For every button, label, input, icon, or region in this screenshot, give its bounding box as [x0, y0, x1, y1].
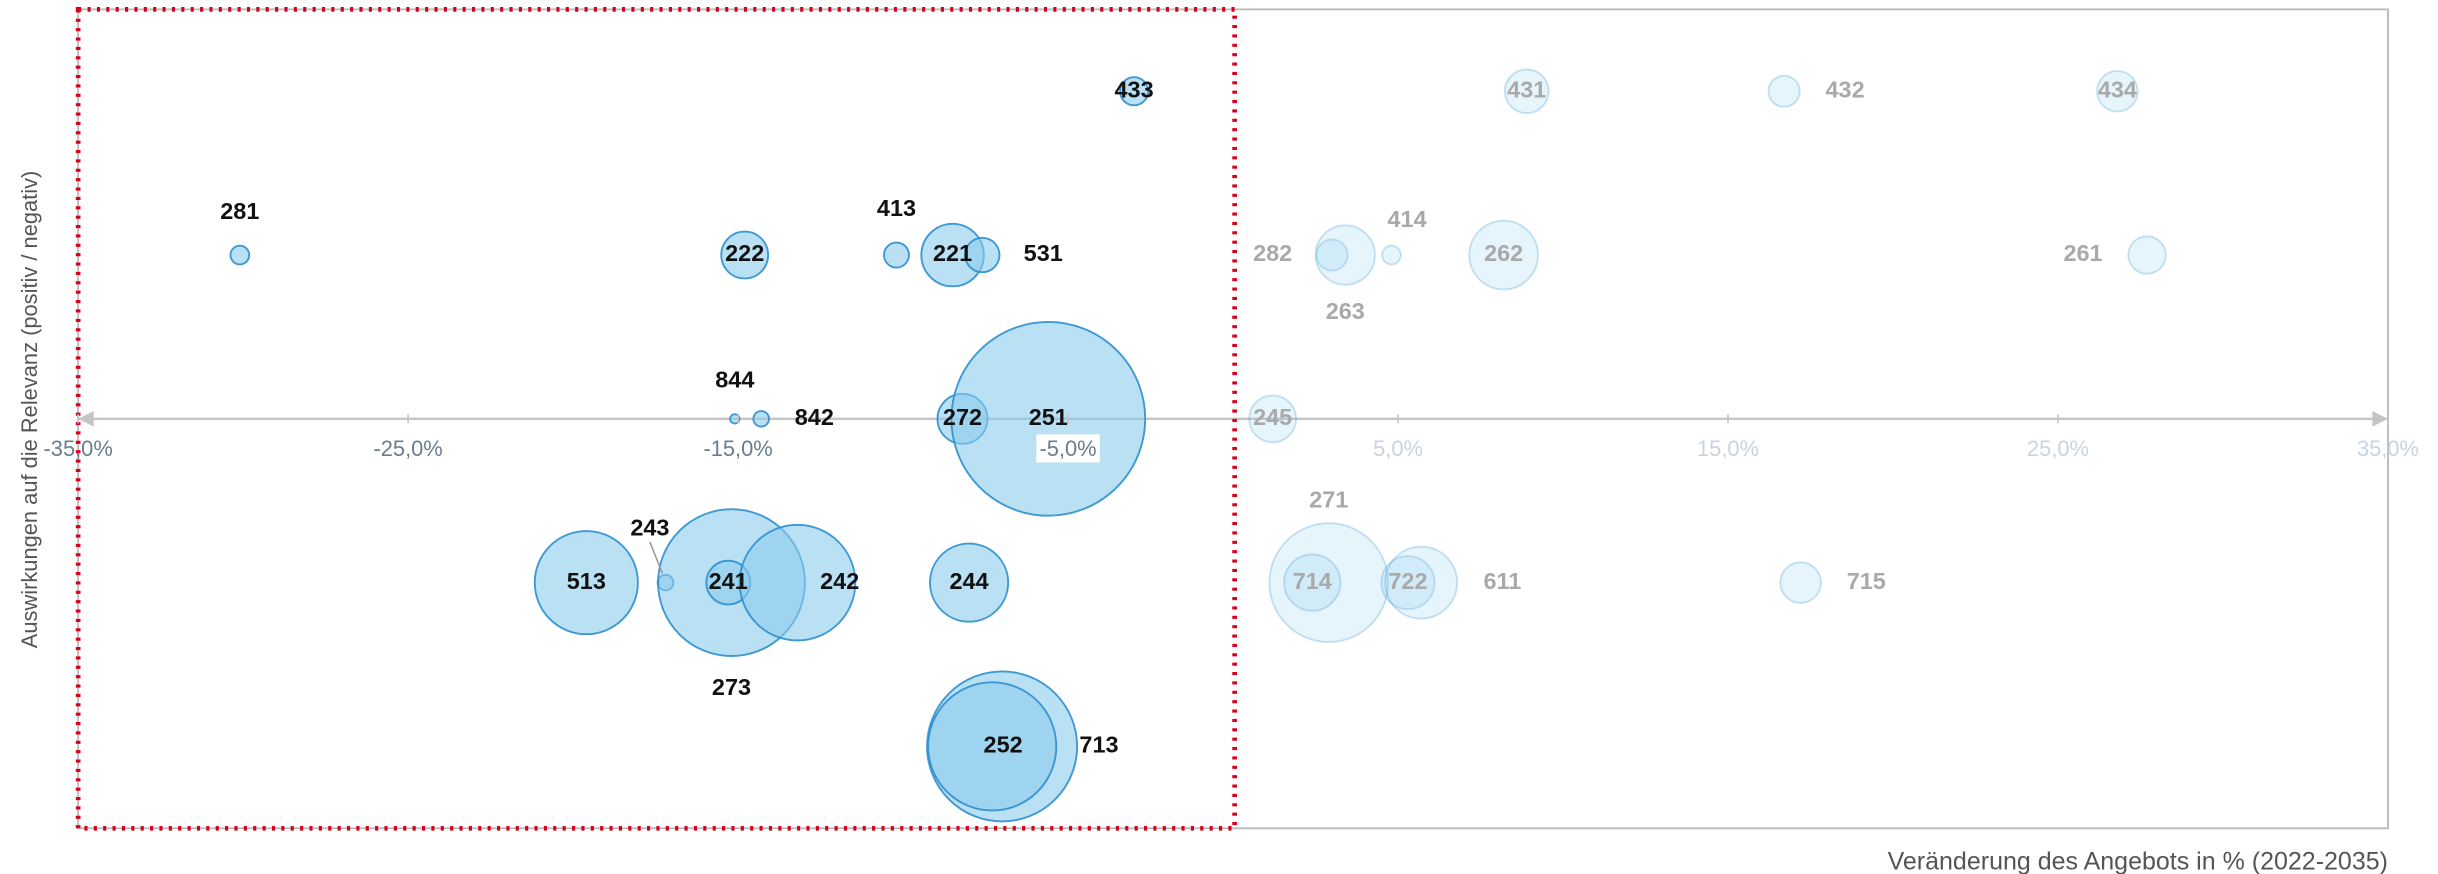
data-label: 611	[1484, 568, 1522, 594]
bubble	[1767, 74, 1801, 108]
data-label: 222	[725, 240, 764, 266]
x-tick-label: -15,0%	[703, 436, 772, 461]
bubble	[1283, 553, 1342, 612]
data-label: 242	[820, 568, 859, 594]
bubble	[752, 410, 770, 428]
data-label: 722	[1388, 568, 1427, 594]
x-tick-label: -25,0%	[373, 436, 442, 461]
data-label: 272	[943, 404, 982, 430]
bubble	[1268, 522, 1390, 643]
bubble	[929, 542, 1010, 623]
data-label: 271	[1309, 487, 1348, 513]
y-axis-label: Auswirkungen auf die Relevanz (positiv /…	[17, 171, 42, 649]
data-label: 282	[1253, 240, 1292, 266]
bubble	[720, 230, 770, 280]
data-label: 714	[1293, 568, 1332, 594]
x-tick-label: 25,0%	[2027, 436, 2089, 461]
data-label: 434	[2098, 76, 2137, 102]
data-label: 244	[950, 568, 989, 594]
bubble	[1384, 545, 1459, 620]
x-tick-label: 5,0%	[1373, 436, 1423, 461]
data-label: 281	[220, 198, 259, 224]
bubble	[2127, 235, 2167, 275]
data-label: 842	[795, 404, 834, 430]
bubble	[1381, 244, 1402, 266]
bubble	[1119, 76, 1150, 107]
bubble	[964, 236, 1001, 274]
data-label: 243	[630, 515, 669, 541]
bubble	[950, 321, 1147, 517]
bubble	[738, 523, 857, 642]
data-label: 531	[1024, 240, 1063, 266]
data-label: 251	[1029, 404, 1068, 430]
data-label: 221	[933, 240, 972, 266]
bubble	[1468, 219, 1539, 291]
data-label: 241	[709, 568, 748, 594]
highlight-region	[75, 7, 1237, 831]
x-tick-label-bg	[1036, 434, 1100, 463]
bubble	[1314, 224, 1376, 286]
bubble	[229, 244, 251, 266]
bubble	[1503, 68, 1550, 115]
data-label: 245	[1253, 404, 1292, 430]
leader-line	[649, 541, 664, 574]
bubble	[729, 413, 741, 425]
data-label: 263	[1326, 298, 1365, 324]
x-tick-label: -5,0%	[1040, 436, 1097, 461]
bubble	[1380, 555, 1436, 611]
data-label: 713	[1079, 732, 1118, 758]
data-label: 414	[1388, 206, 1427, 232]
x-tick-label: 35,0%	[2357, 436, 2419, 461]
data-label: 715	[1847, 568, 1886, 594]
bubble	[1248, 394, 1298, 444]
data-label: 261	[2063, 240, 2102, 266]
x-tick-label: -35,0%	[44, 436, 113, 461]
x-axis-label: Veränderung des Angebots in % (2022-2035…	[1888, 847, 2388, 874]
bubble	[883, 241, 910, 269]
x-tick-label: 15,0%	[1697, 436, 1759, 461]
bubble	[1779, 561, 1822, 604]
bubble	[533, 530, 639, 636]
data-label: 844	[715, 367, 754, 393]
data-label: 262	[1484, 240, 1523, 266]
data-label: 433	[1115, 76, 1154, 102]
data-label: 431	[1507, 76, 1546, 102]
data-label: 252	[984, 732, 1023, 758]
data-label: 513	[567, 568, 606, 594]
data-label: 273	[712, 674, 751, 700]
bubble	[2096, 70, 2139, 113]
bubble	[927, 681, 1058, 812]
data-label: 413	[877, 195, 916, 221]
data-label: 432	[1826, 76, 1865, 102]
bubble	[1315, 238, 1349, 272]
